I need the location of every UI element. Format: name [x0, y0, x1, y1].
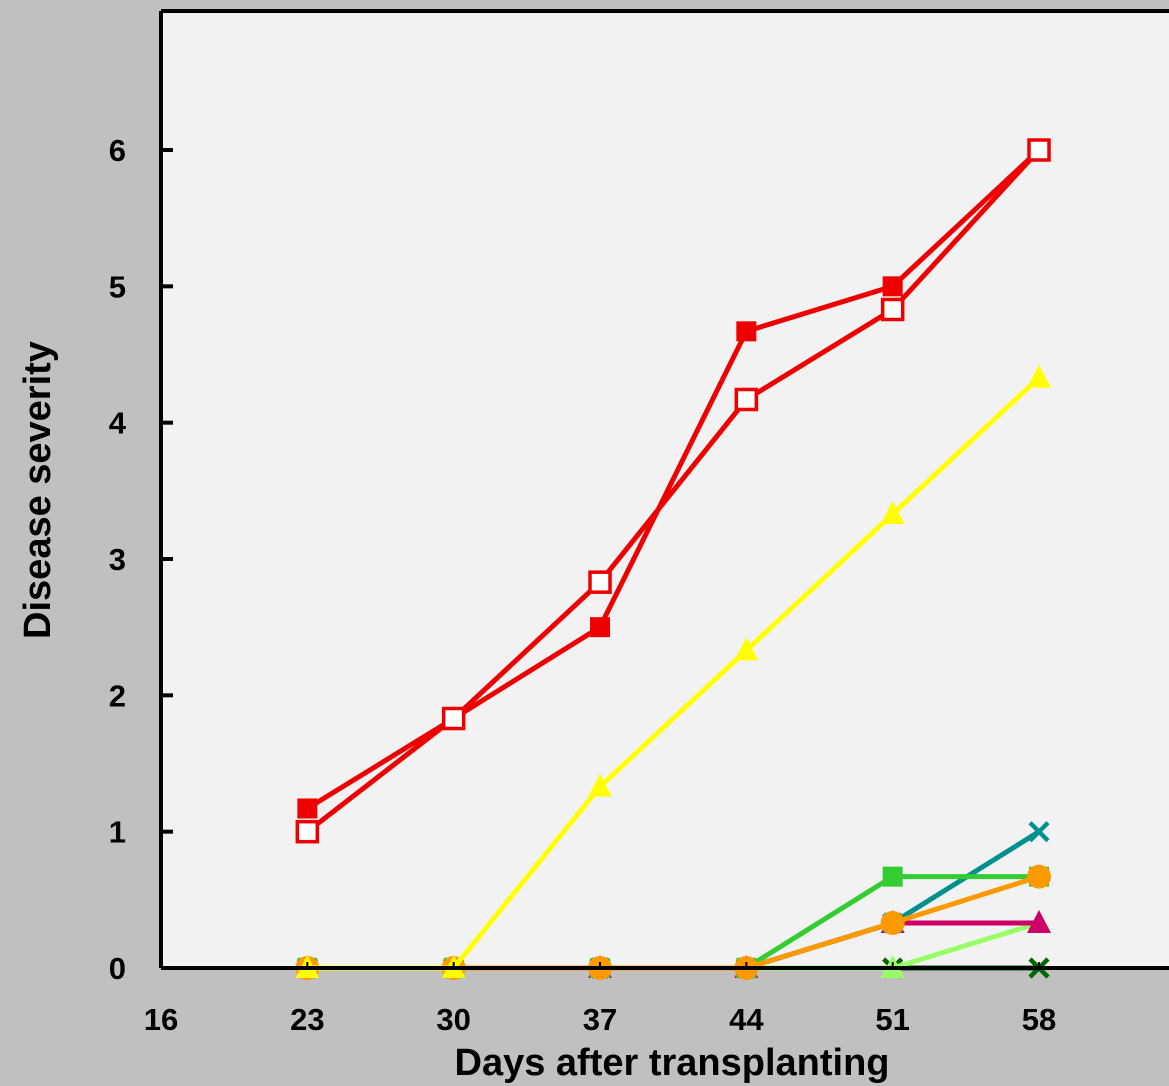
- y-axis-title: Disease severity: [17, 341, 59, 639]
- data-point: [1027, 364, 1051, 388]
- plot-area: [161, 11, 1169, 968]
- y-tick-label: 1: [109, 815, 126, 850]
- x-tick-label: 51: [875, 1002, 909, 1037]
- y-tick-label: 5: [109, 269, 126, 304]
- data-point: [736, 321, 757, 342]
- data-point: [880, 911, 905, 936]
- y-tick-label: 6: [109, 133, 126, 168]
- y-tick-label: 3: [109, 542, 126, 577]
- x-tick-label: 23: [290, 1002, 324, 1037]
- data-point: [734, 637, 759, 661]
- data-point: [1027, 910, 1051, 934]
- data-point: [882, 276, 903, 297]
- x-ticks: 16 23 30 37 44 51 58: [144, 962, 1056, 1037]
- data-point: [1028, 821, 1050, 843]
- data-point: [590, 617, 610, 638]
- x-tick-label: 37: [583, 1002, 617, 1037]
- data-point: [441, 706, 466, 731]
- data-point: [1027, 864, 1051, 889]
- data-point: [588, 773, 612, 797]
- data-point: [297, 798, 318, 819]
- x-axis-title: Days after transplanting: [455, 1042, 890, 1084]
- y-ticks: 0 1 2 3 4 5 6: [109, 133, 173, 986]
- x-tick-label: 30: [436, 1002, 470, 1037]
- x-tick-label: 44: [729, 1002, 764, 1037]
- y-tick-label: 2: [109, 678, 126, 713]
- data-point: [734, 387, 759, 412]
- data-point: [1027, 138, 1051, 162]
- data-point: [880, 501, 905, 525]
- data-point: [882, 866, 903, 887]
- data-point: [295, 819, 320, 844]
- y-tick-label: 4: [109, 406, 127, 441]
- data-point: [588, 570, 612, 594]
- x-tick-label: 16: [144, 1002, 178, 1037]
- data-point: [880, 297, 905, 322]
- y-tick-label: 0: [109, 951, 126, 986]
- series-line: [305, 148, 1041, 834]
- series-1: [295, 138, 1051, 844]
- series-line: [306, 148, 1041, 811]
- x-tick-label: 58: [1022, 1002, 1056, 1037]
